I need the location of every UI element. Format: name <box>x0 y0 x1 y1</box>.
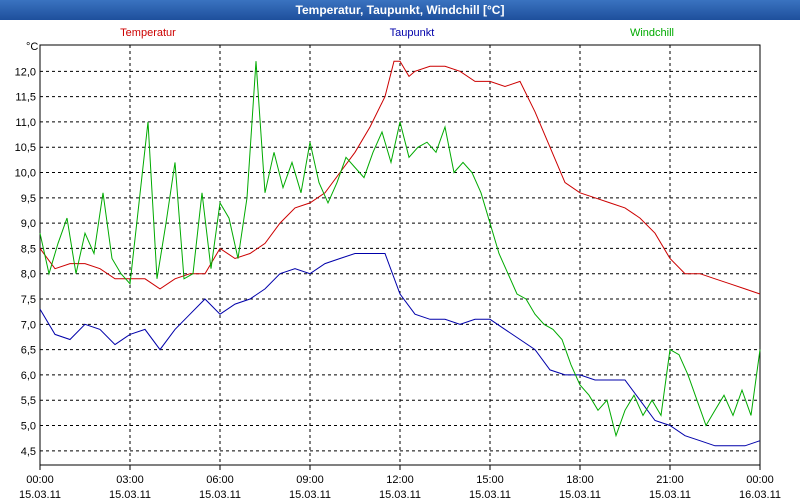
y-axis: 4,5 5,0 5,5 6,0 6,5 7,0 7,5 8,0 8,5 9,0 9,5 10,0 10,… <box>15 66 36 458</box>
y-tick-label: 10,0 <box>15 168 36 180</box>
x-tick-date: 15.03.11 <box>379 489 421 500</box>
y-unit-label: °C <box>26 41 38 53</box>
y-tick-label: 5,0 <box>21 421 36 433</box>
y-tick-label: 8,0 <box>21 269 36 281</box>
y-tick-label: 7,0 <box>21 319 36 331</box>
y-tick-label: 6,0 <box>21 370 36 382</box>
x-tick-time: 06:00 <box>206 474 234 486</box>
x-tick-time: 21:00 <box>656 474 684 486</box>
chart-title: Temperatur, Taupunkt, Windchill [°C] <box>0 0 800 20</box>
x-tick-date: 15.03.11 <box>649 489 691 500</box>
chart: 4,5 5,0 5,5 6,0 6,5 7,0 7,5 8,0 8,5 9,0 9,5 10,0 10,… <box>15 27 781 500</box>
series-lines <box>39 60 761 447</box>
legend-taupunkt: Taupunkt <box>390 27 435 39</box>
x-tick-time: 15:00 <box>476 474 504 486</box>
series-line-windchill <box>39 61 761 438</box>
y-tick-label: 6,5 <box>21 345 36 357</box>
legend-windchill: Windchill <box>630 27 674 39</box>
legend: Temperatur Taupunkt Windchill <box>120 27 674 39</box>
y-tick-label: 11,5 <box>15 92 36 104</box>
x-tick-time: 12:00 <box>386 474 414 486</box>
x-tick-date: 15.03.11 <box>559 489 601 500</box>
y-tick-label: 9,5 <box>21 193 36 205</box>
x-tick-time: 18:00 <box>566 474 594 486</box>
x-tick-time: 09:00 <box>296 474 324 486</box>
x-tick-date: 15.03.11 <box>289 489 331 500</box>
x-tick-date: 15.03.11 <box>19 489 61 500</box>
y-tick-label: 11,0 <box>15 117 36 129</box>
y-tick-label: 4,5 <box>21 446 36 458</box>
x-tick-date: 16.03.11 <box>739 489 781 500</box>
legend-temperatur: Temperatur <box>120 27 176 39</box>
y-tick-label: 5,5 <box>21 395 36 407</box>
x-tick-time: 00:00 <box>26 474 54 486</box>
y-tick-label: 10,5 <box>15 142 36 154</box>
x-tick-time: 00:00 <box>746 474 774 486</box>
x-tick-date: 15.03.11 <box>199 489 241 500</box>
grid <box>40 45 760 465</box>
x-tick-date: 15.03.11 <box>469 489 511 500</box>
series-line-taupunkt <box>39 253 761 447</box>
x-axis: 00:00 15.03.11 03:00 15.03.11 06:00 15.03.11 0… <box>19 465 781 500</box>
y-tick-label: 9,0 <box>21 218 36 230</box>
x-tick-time: 03:00 <box>116 474 144 486</box>
x-tick-date: 15.03.11 <box>109 489 151 500</box>
y-tick-label: 8,5 <box>21 243 36 255</box>
y-tick-label: 7,5 <box>21 294 36 306</box>
series-line-temperatur <box>39 60 761 295</box>
y-tick-label: 12,0 <box>15 66 36 78</box>
